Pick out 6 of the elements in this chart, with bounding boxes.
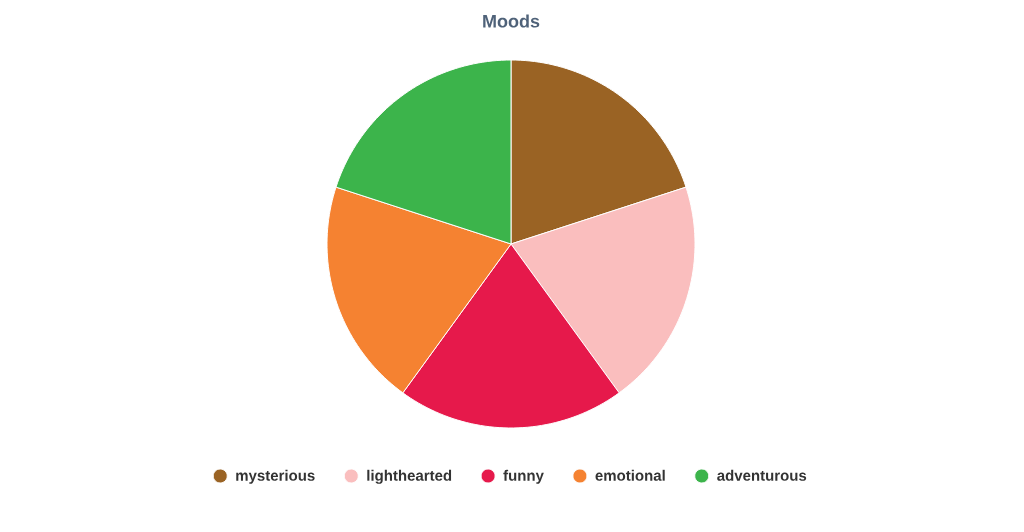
legend-label: mysterious (236, 469, 315, 484)
legend-label: adventurous (717, 469, 807, 481)
legend-label: lighthearted (367, 469, 452, 484)
legend-label: emotional (595, 469, 665, 481)
legend-label: funny (503, 469, 544, 484)
chart-title: Moods (483, 14, 540, 28)
